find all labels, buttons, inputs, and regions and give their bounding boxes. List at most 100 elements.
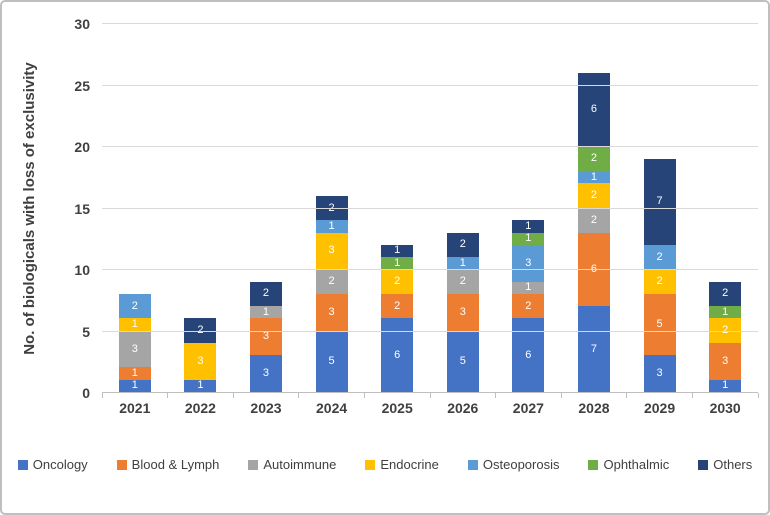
- bar-segment: 2: [643, 244, 676, 270]
- x-tickmark: [232, 393, 234, 398]
- legend-item: Blood & Lymph: [116, 457, 220, 472]
- bar-segment: 3: [249, 355, 282, 392]
- legend-label: Blood & Lymph: [131, 457, 220, 472]
- segment-data-label: 7: [656, 195, 663, 208]
- segment-data-label: 5: [328, 354, 335, 367]
- gridline: [102, 23, 758, 24]
- segment-data-label: 5: [656, 318, 663, 331]
- segment-data-label: 3: [328, 244, 335, 257]
- bar-segment: 1: [118, 318, 151, 331]
- segment-data-label: 7: [590, 342, 598, 355]
- bar-segment: 1: [381, 244, 414, 258]
- bar-segment: 1: [709, 379, 742, 392]
- segment-data-label: 1: [525, 232, 532, 245]
- segment-data-label: 3: [656, 367, 663, 380]
- segment-data-label: 2: [328, 275, 335, 288]
- x-tick-label: 2025: [381, 400, 413, 416]
- bar-segment: 3: [118, 330, 151, 368]
- x-tickmark: [101, 393, 103, 398]
- bar-segment: 3: [446, 293, 479, 331]
- bar-segment: 2: [512, 293, 545, 319]
- segment-data-label: 3: [262, 367, 270, 380]
- y-tick-label: 20: [74, 139, 90, 155]
- legend-swatch: [116, 459, 127, 470]
- bar-segment: 2: [446, 269, 479, 294]
- x-tick-label: 2021: [119, 400, 151, 416]
- y-tick-label: 10: [74, 262, 90, 278]
- x-tickmark: [495, 393, 497, 398]
- segment-data-label: 1: [131, 367, 138, 380]
- x-tick-label: 2026: [447, 400, 479, 416]
- legend-swatch: [17, 459, 28, 470]
- segment-data-label: 2: [656, 275, 663, 288]
- x-tick-label: 2024: [316, 400, 348, 416]
- bar-segment: 2: [643, 269, 676, 294]
- bar-segment: 1: [512, 281, 545, 294]
- bar-segment: 7: [643, 158, 676, 245]
- legend-label: Others: [713, 457, 753, 472]
- legend-item: Ophthalmic: [588, 457, 669, 472]
- bar-segment: 1: [315, 220, 348, 233]
- x-tickmark: [298, 393, 300, 398]
- segment-data-label: 3: [262, 330, 270, 343]
- x-tickmark: [626, 393, 628, 398]
- segment-data-label: 2: [394, 299, 401, 312]
- x-tick-label: 2022: [184, 400, 216, 416]
- bar-segment: 5: [446, 330, 479, 392]
- segment-data-label: 2: [590, 189, 598, 202]
- segment-data-label: 1: [722, 379, 729, 392]
- x-tickmark: [560, 393, 562, 398]
- legend-item: Autoimmune: [248, 457, 336, 472]
- plot-area: 1131213233125323126221153212621311762212…: [101, 23, 759, 398]
- bar-segment: 6: [512, 318, 545, 392]
- segment-data-label: 3: [459, 305, 466, 318]
- y-axis: 0 5 10 15 20 25 30: [52, 17, 90, 400]
- bar-column: 1 3 2 1 2: [692, 24, 758, 392]
- segment-data-label: 1: [262, 305, 270, 318]
- gridline: [102, 146, 758, 147]
- segment-data-label: 2: [722, 287, 729, 300]
- legend-swatch: [248, 459, 259, 470]
- bar-segment: 1: [446, 256, 479, 270]
- x-tickmark: [429, 393, 431, 398]
- x-tick-label: 2028: [578, 400, 610, 416]
- legend-swatch: [467, 459, 478, 470]
- x-tickmark: [691, 393, 693, 398]
- legend-label: Autoimmune: [263, 457, 337, 472]
- segment-data-label: 6: [525, 348, 532, 361]
- segment-data-label: 1: [525, 281, 532, 294]
- bar-segment: 3: [512, 244, 545, 282]
- bar-segment: 3: [643, 355, 676, 392]
- y-tick-label: 25: [74, 77, 90, 94]
- bar-segment: 2: [315, 269, 348, 294]
- legend-label: Endocrine: [380, 457, 439, 472]
- bar-column: 5 3 2 1 2: [430, 24, 496, 392]
- segment-data-label: 2: [394, 275, 401, 288]
- x-tick-label: 2023: [250, 400, 282, 416]
- bar-column: 532312: [299, 24, 365, 392]
- legend: Oncology Blood & Lymph Autoimmune Endocrine…: [2, 457, 768, 472]
- segment-data-label: 1: [131, 379, 138, 392]
- segment-data-label: 2: [262, 287, 270, 300]
- segment-data-label: 2: [656, 250, 663, 263]
- bar-segment: 2: [381, 293, 414, 319]
- bar-segment: 5: [315, 330, 348, 392]
- bar-column: 3 3 1 2: [233, 24, 299, 392]
- legend-label: Oncology: [32, 457, 88, 472]
- segment-data-label: 1: [131, 318, 138, 331]
- gridline: [102, 330, 758, 332]
- bar-segment: 3: [709, 342, 742, 380]
- bar-segment: 2: [118, 293, 151, 319]
- legend-label: Osteoporosis: [482, 457, 560, 472]
- segment-data-label: 2: [459, 238, 466, 251]
- segment-data-label: 1: [459, 256, 466, 269]
- bar-segment: 1: [709, 306, 742, 319]
- segment-data-label: 1: [590, 170, 598, 183]
- bar-segment: 1: [381, 257, 414, 270]
- bar-segment: 1: [184, 379, 217, 392]
- bar-segment: 3: [315, 293, 348, 331]
- segment-data-label: 6: [591, 263, 597, 275]
- y-axis-title-box: No. of biologicals with loss of exclusiv…: [16, 24, 42, 393]
- segment-data-label: 1: [394, 244, 401, 257]
